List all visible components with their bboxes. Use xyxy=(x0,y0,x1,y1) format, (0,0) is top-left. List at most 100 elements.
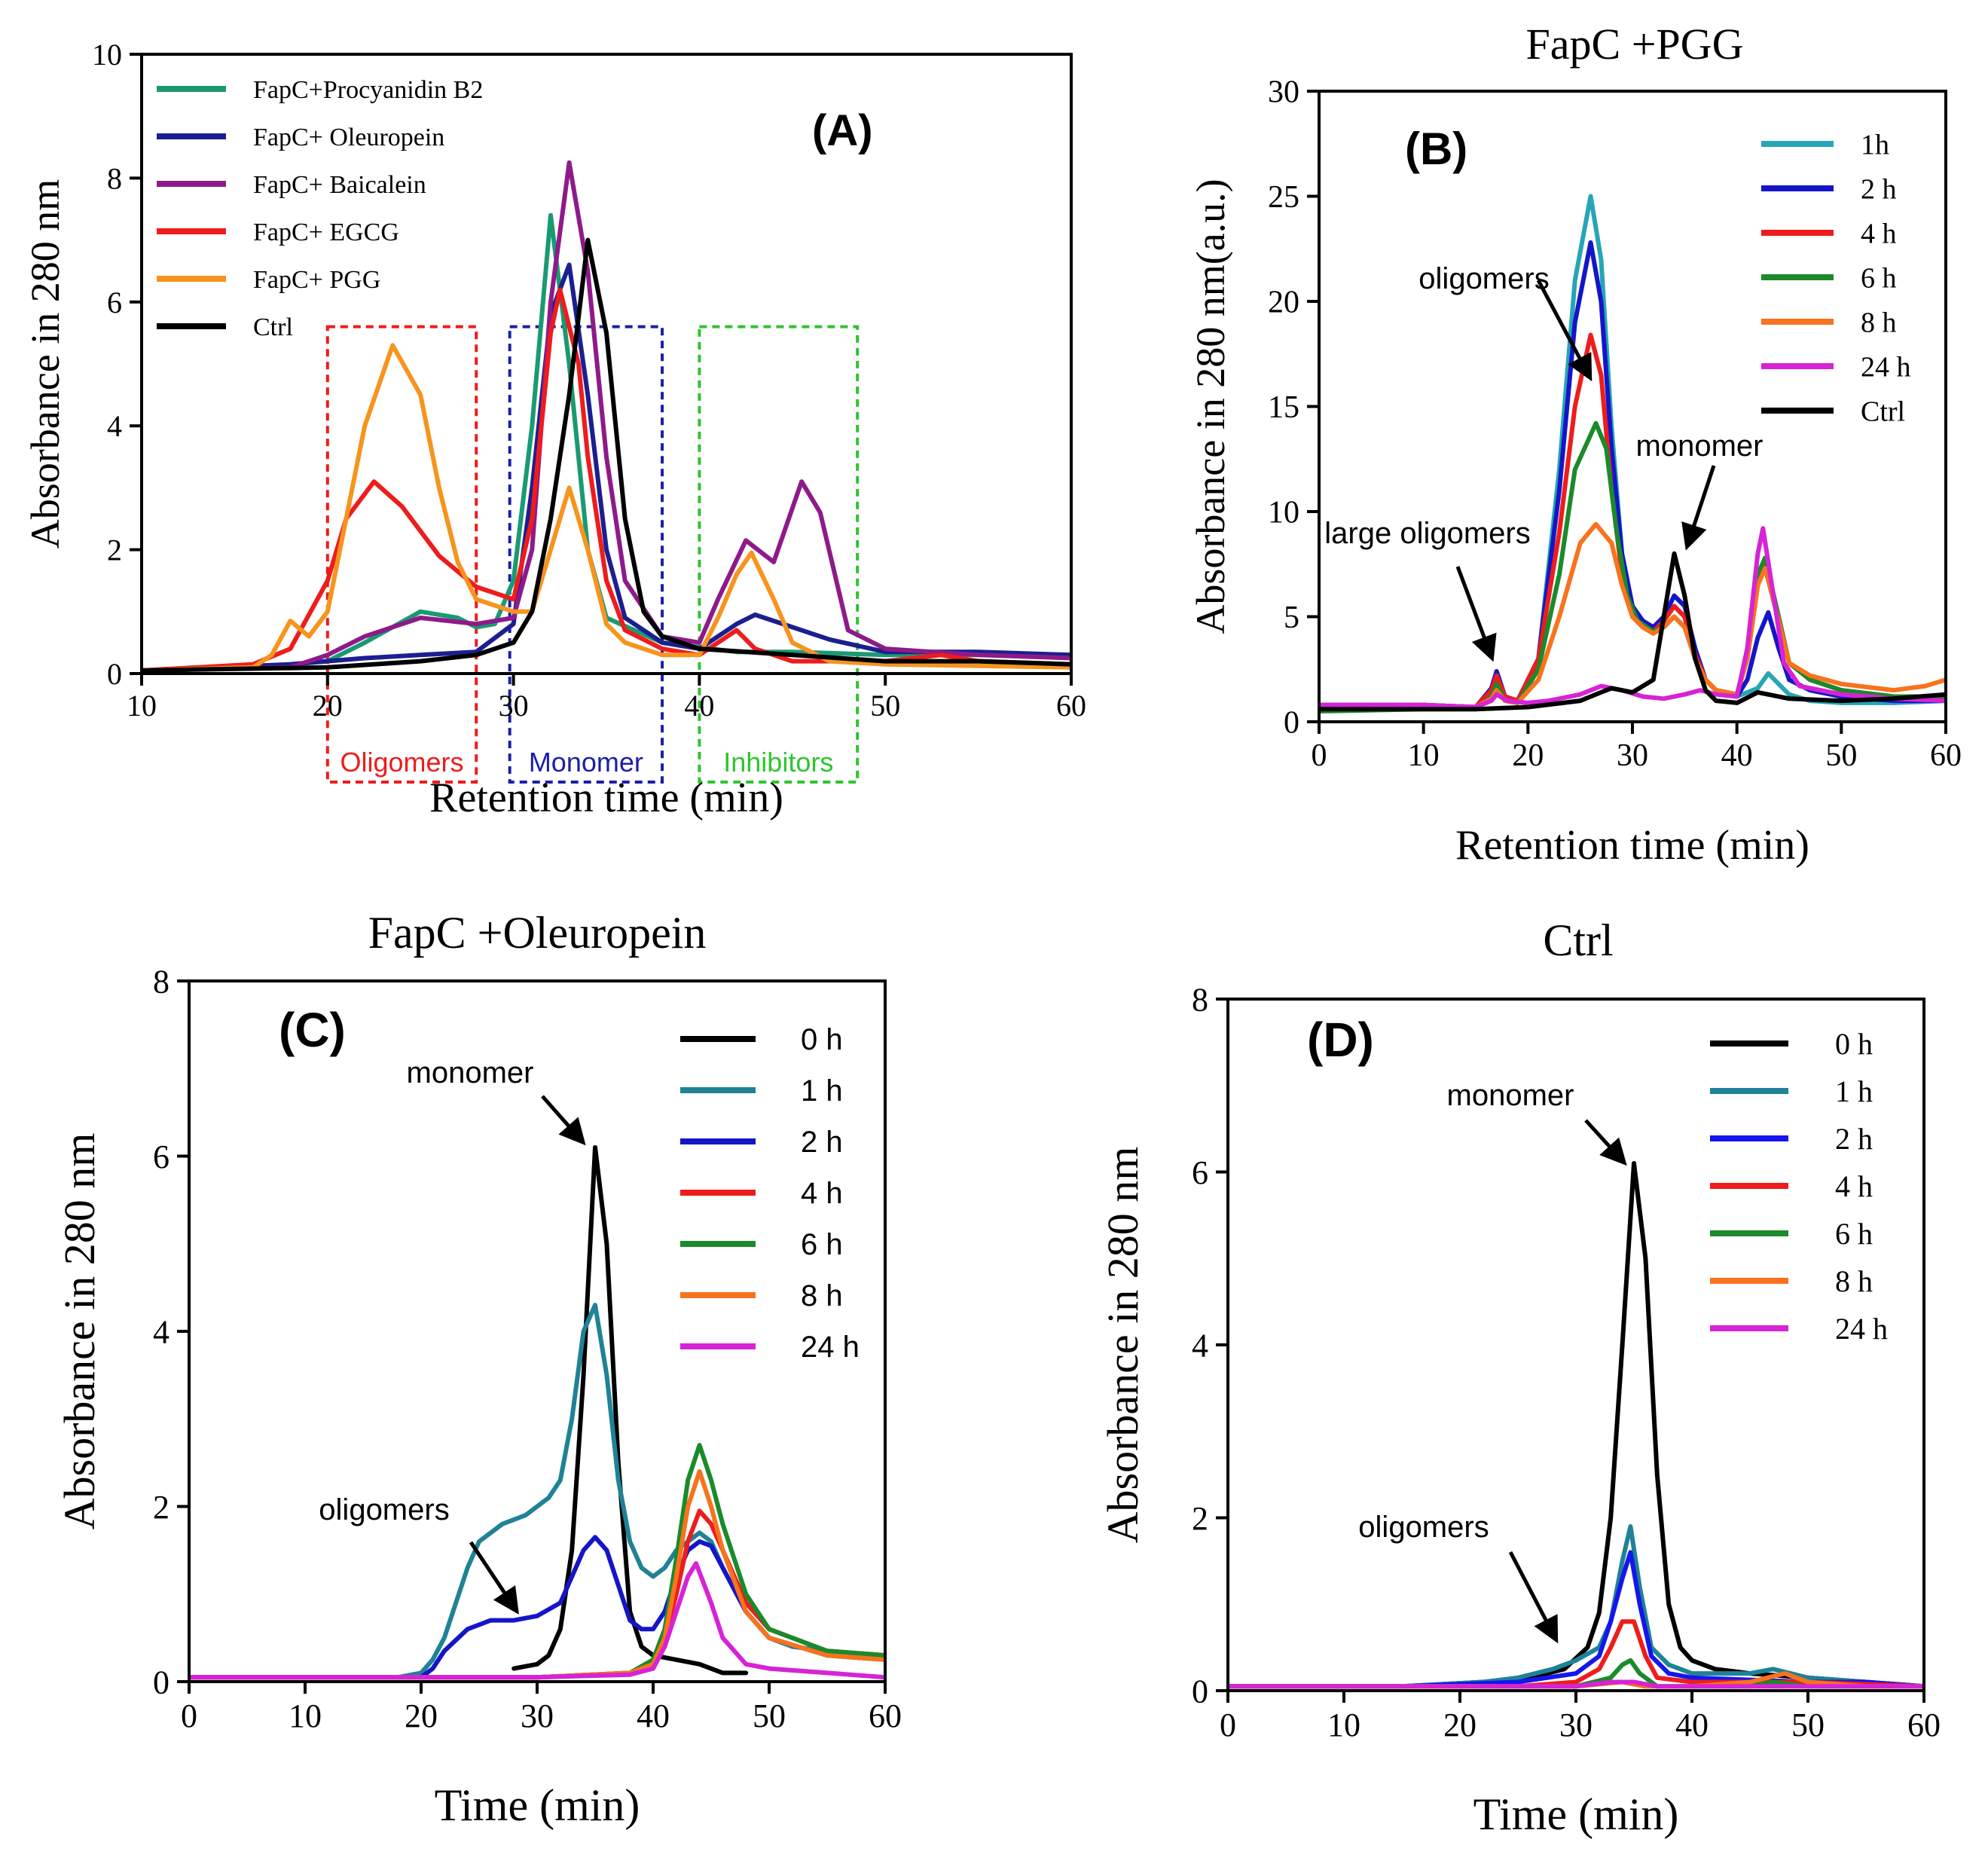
series-line-7 xyxy=(189,1561,885,1680)
annotation-arrow xyxy=(1681,465,1716,551)
series-line-4 xyxy=(1228,1619,1924,1689)
x-tick-label: 50 xyxy=(1791,1707,1825,1743)
series-line-2 xyxy=(1228,1524,1924,1689)
y-tick-label: 6 xyxy=(107,286,122,319)
x-tick-label: 50 xyxy=(1825,738,1857,773)
legend-label: Ctrl xyxy=(1861,396,1905,427)
x-tick-label: 40 xyxy=(1675,1707,1709,1743)
legend-label: 6 h xyxy=(801,1228,843,1261)
x-tick-label: 10 xyxy=(127,689,157,723)
y-axis-label: Absorbance in 280 nm(a.u.) xyxy=(1188,179,1233,634)
y-tick-label: 0 xyxy=(153,1664,169,1700)
series-line-4 xyxy=(142,287,1071,673)
legend-label: 2 h xyxy=(801,1126,843,1159)
x-axis-label: Time (min) xyxy=(1473,1789,1679,1839)
y-tick-label: 5 xyxy=(1284,600,1299,635)
y-tick-label: 4 xyxy=(153,1313,169,1350)
annotation-arrow xyxy=(541,1095,586,1146)
legend-label: FapC+ Baicalein xyxy=(253,171,426,199)
y-tick-label: 2 xyxy=(1192,1500,1208,1537)
y-tick-label: 6 xyxy=(1192,1154,1208,1191)
legend-label: 4 h xyxy=(801,1177,843,1210)
x-tick-label: 40 xyxy=(684,689,714,723)
series-line-4 xyxy=(1319,420,1946,713)
annotation-label: monomer xyxy=(1636,429,1764,463)
series-line-5 xyxy=(1319,521,1946,712)
region-box-oligomers xyxy=(325,325,478,784)
series-line-6 xyxy=(189,1469,885,1680)
series-line-1 xyxy=(142,212,1071,673)
legend-label: 24 h xyxy=(1861,351,1911,383)
x-tick-label: 10 xyxy=(1408,738,1440,773)
series-line-6 xyxy=(1319,526,1946,710)
legend-label: 8 h xyxy=(1835,1264,1873,1298)
series-line-3 xyxy=(142,160,1071,673)
annotation-label: oligomers xyxy=(319,1493,449,1526)
legend-label: 0 h xyxy=(1835,1027,1873,1061)
legend-label: FapC+ Oleuropein xyxy=(253,124,444,151)
legend-label: 4 h xyxy=(1861,218,1897,249)
series-line-2 xyxy=(189,1303,885,1680)
legend-label: Ctrl xyxy=(253,313,293,341)
region-label: Inhibitors xyxy=(723,747,833,778)
series-line-2 xyxy=(142,262,1071,673)
y-tick-label: 8 xyxy=(1192,981,1208,1018)
legend-label: 2 h xyxy=(1861,173,1897,205)
x-axis-label: Retention time (min) xyxy=(1455,822,1809,869)
region-label: Oligomers xyxy=(340,747,463,778)
legend-label: 1 h xyxy=(1835,1074,1873,1108)
legend-label: FapC+ PGG xyxy=(253,266,380,294)
plot-frame xyxy=(1226,998,1925,1692)
y-tick-label: 2 xyxy=(153,1489,169,1526)
legend-label: 24 h xyxy=(1835,1312,1888,1346)
annotation-arrow xyxy=(1536,279,1593,382)
y-tick-label: 0 xyxy=(1284,706,1299,741)
x-tick-label: 0 xyxy=(1312,738,1327,773)
series-line-4 xyxy=(189,1508,885,1680)
y-tick-label: 30 xyxy=(1268,75,1299,110)
annotation-arrow xyxy=(1584,1119,1627,1166)
chart-panel-3: FapC +Oleuropein 0 10 20 30 40 50 60 0 2 4 6 8 Time (… xyxy=(55,908,902,1830)
y-tick-label: 10 xyxy=(1268,496,1299,530)
series-line-6 xyxy=(142,237,1071,673)
annotation-label: oligomers xyxy=(1358,1511,1489,1544)
y-tick-label: 25 xyxy=(1268,180,1299,215)
x-tick-label: 20 xyxy=(405,1697,438,1734)
chart-title: FapC +PGG xyxy=(1526,20,1744,69)
y-tick-label: 4 xyxy=(1192,1327,1208,1364)
y-tick-label: 8 xyxy=(107,161,122,195)
legend-label: FapC+ EGCG xyxy=(253,218,399,246)
chart-title: Ctrl xyxy=(1543,915,1613,965)
legend-label: 24 h xyxy=(801,1331,860,1364)
chart-panel-1: Oligomers Monomer Inhibitors 10 20 30 40 50 60 0 2… xyxy=(23,38,1086,821)
x-tick-label: 60 xyxy=(1056,689,1086,723)
x-tick-label: 60 xyxy=(1907,1707,1941,1743)
panel-label: (B) xyxy=(1405,124,1467,174)
y-axis-label: Absorbance in 280 nm xyxy=(23,179,68,548)
annotation-label: monomer xyxy=(407,1056,534,1089)
x-tick-label: 30 xyxy=(1559,1707,1593,1743)
y-tick-label: 6 xyxy=(153,1138,169,1175)
y-tick-label: 4 xyxy=(107,409,122,443)
legend-label: 6 h xyxy=(1861,262,1897,294)
x-tick-label: 30 xyxy=(521,1697,554,1734)
x-tick-label: 20 xyxy=(1443,1707,1476,1743)
series-line-7 xyxy=(1319,551,1946,712)
legend-label: 6 h xyxy=(1835,1217,1873,1251)
series-line-1 xyxy=(512,1144,749,1676)
y-tick-label: 0 xyxy=(107,657,122,691)
x-tick-label: 10 xyxy=(289,1697,322,1734)
x-tick-label: 0 xyxy=(1220,1707,1236,1743)
x-tick-label: 40 xyxy=(1721,738,1753,773)
x-tick-label: 60 xyxy=(869,1697,902,1734)
x-axis-label: Retention time (min) xyxy=(429,775,783,821)
plot-frame xyxy=(140,53,1073,675)
plot-frame xyxy=(188,979,887,1683)
x-tick-label: 60 xyxy=(1930,738,1962,773)
x-tick-label: 10 xyxy=(1327,1707,1360,1743)
y-tick-label: 0 xyxy=(1192,1673,1208,1710)
annotation-arrow xyxy=(469,1541,519,1615)
legend-label: 8 h xyxy=(1861,307,1897,338)
series-line-3 xyxy=(1228,1550,1924,1689)
